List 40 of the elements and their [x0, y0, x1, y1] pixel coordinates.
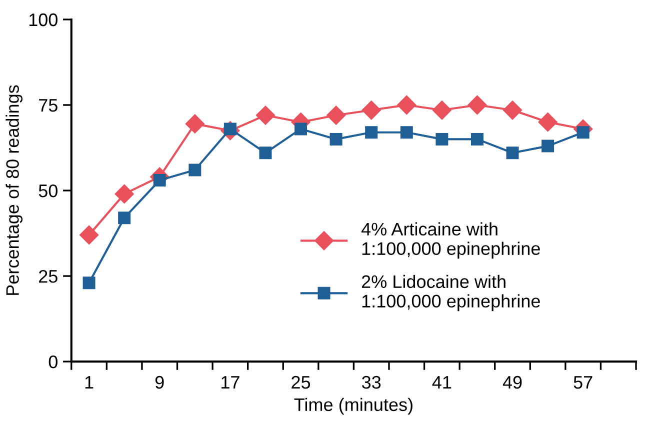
- point: [185, 114, 204, 134]
- x-axis-title: Time (minutes): [294, 398, 412, 415]
- x-tick-label: 41: [432, 376, 452, 389]
- point: [330, 132, 342, 146]
- point: [397, 95, 416, 115]
- y-tick-label: 100: [29, 13, 58, 26]
- point: [188, 164, 202, 176]
- point: [538, 112, 558, 132]
- point: [114, 184, 134, 204]
- y-axis-title: Percentage of 80 readings: [6, 85, 23, 295]
- point: [436, 132, 448, 146]
- point: [542, 140, 554, 152]
- x-tick-label: 1: [85, 376, 94, 389]
- y-tick-label: 0: [48, 355, 58, 368]
- point: [259, 146, 272, 160]
- x-tick-label: 25: [292, 376, 310, 389]
- point: [362, 100, 381, 120]
- x-tick-label: 9: [155, 376, 164, 389]
- point: [294, 122, 308, 136]
- x-tick-label: 57: [574, 376, 592, 389]
- point: [365, 126, 378, 139]
- point: [502, 100, 522, 120]
- legend-label: 2% Lidocaine with 1:100,000 epinephrine: [362, 274, 540, 312]
- point: [80, 225, 99, 245]
- x-tick-label: 49: [502, 376, 522, 389]
- legend-label: 4% Articaine with 1:100,000 epinephrine: [361, 222, 540, 259]
- point: [468, 95, 487, 115]
- y-tick-label: 25: [39, 270, 58, 283]
- point: [470, 132, 484, 146]
- point: [400, 126, 413, 139]
- x-tick-label: 17: [222, 376, 240, 389]
- point: [432, 100, 452, 120]
- point: [506, 146, 519, 160]
- point: [82, 276, 96, 290]
- x-tick-label: 33: [362, 376, 381, 389]
- point: [256, 106, 276, 125]
- point: [118, 212, 131, 224]
- y-tick-label: 75: [39, 99, 58, 112]
- y-tick-label: 50: [38, 184, 58, 198]
- point: [326, 106, 346, 125]
